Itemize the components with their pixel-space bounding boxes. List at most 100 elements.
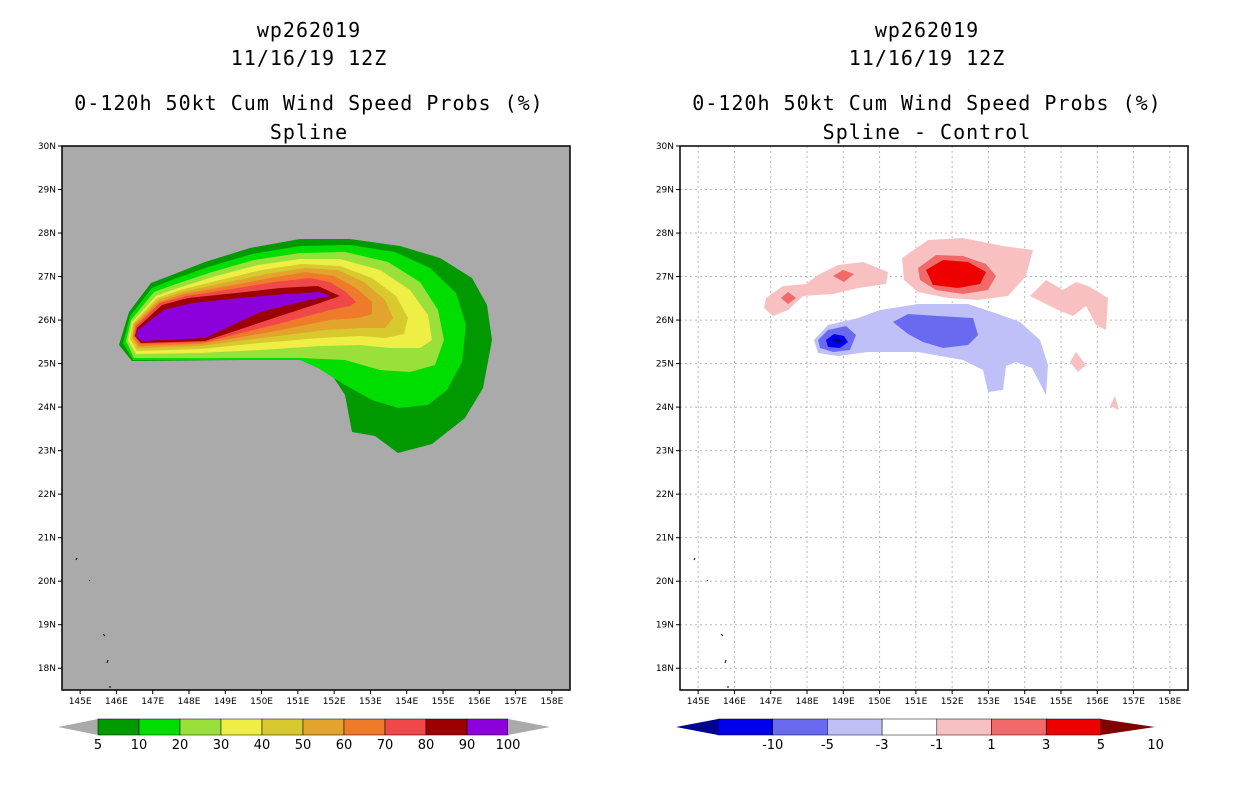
colorbar-label: 3 — [1042, 738, 1050, 753]
difference-contours — [764, 238, 1119, 410]
lat-label: 26N — [38, 316, 56, 326]
probability-contours — [119, 239, 492, 453]
island-outline — [693, 557, 729, 688]
lat-label: 28N — [38, 229, 56, 239]
left-storm-id: wp262019 — [256, 18, 362, 42]
colorbar-label: 5 — [1097, 738, 1105, 753]
colorbar-label: 80 — [418, 738, 435, 753]
lon-label: 145E — [69, 697, 92, 707]
lon-label: 155E — [1050, 697, 1073, 707]
lat-label: 19N — [38, 621, 56, 631]
lon-label: 152E — [941, 697, 964, 707]
right-axis-labels: 30N 29N 28N 27N 26N 25N 24N 23N 22N 21N 20N 19N 18N 1… — [656, 142, 1182, 707]
lon-label: 149E — [832, 697, 855, 707]
left-map: 30N 29N 28N 27N 26N 25N 24N 23N 22N 21N 20N 19N 18N 1… — [38, 142, 571, 753]
colorbar-box — [717, 718, 773, 736]
right-colorbar: -10 -5 -3 -1 1 3 5 10 — [676, 718, 1164, 753]
left-axis-labels: 30N 29N 28N 27N 26N 25N 24N 23N 22N 21N 20N 19N 18N 1… — [38, 142, 564, 707]
lat-label: 18N — [38, 664, 56, 674]
lon-label: 148E — [178, 697, 201, 707]
lon-label: 151E — [286, 697, 309, 707]
lon-label: 153E — [359, 697, 382, 707]
lat-label: 22N — [38, 490, 56, 500]
colorbar-label: 60 — [336, 738, 353, 753]
colorbar-box — [179, 718, 222, 736]
left-product-title: 0-120h 50kt Cum Wind Speed Probs (%) — [74, 91, 544, 115]
lat-label: 27N — [656, 273, 674, 283]
colorbar-label: 20 — [172, 738, 189, 753]
map-background — [62, 146, 570, 690]
colorbar-box — [991, 718, 1047, 736]
left-colorbar: 5 10 20 30 40 50 60 70 80 90 100 — [58, 718, 550, 753]
contour-pos-1d — [1070, 352, 1086, 372]
colorbar-label: 30 — [213, 738, 230, 753]
lon-label: 146E — [723, 697, 746, 707]
colorbar-arrow-left — [58, 719, 98, 735]
colorbar-label: -10 — [762, 738, 783, 753]
lat-label: 20N — [656, 577, 674, 587]
grid-lines — [680, 145, 1188, 690]
lat-label: 29N — [38, 186, 56, 196]
map-frame — [679, 145, 1189, 691]
colorbar-label: 10 — [1147, 738, 1164, 753]
left-datetime: 11/16/19 12Z — [230, 46, 388, 70]
contour-neg-3b — [893, 314, 978, 348]
lon-label: 150E — [250, 697, 273, 707]
colorbar-box — [138, 718, 181, 736]
left-subtitle: Spline — [269, 120, 349, 144]
right-datetime: 11/16/19 12Z — [848, 46, 1006, 70]
colorbar-label: 90 — [459, 738, 476, 753]
right-subtitle: Spline - Control — [822, 120, 1032, 144]
colorbar-label: 70 — [377, 738, 394, 753]
colorbar-box — [466, 718, 509, 736]
left-map-panel: wp262019 11/16/19 12Z 0-120h 50kt Cum Wi… — [38, 18, 571, 753]
lat-label: 28N — [656, 229, 674, 239]
colorbar-box — [220, 718, 263, 736]
map-background — [680, 146, 1188, 690]
right-storm-id: wp262019 — [874, 18, 980, 42]
contour-neg-1 — [814, 304, 1048, 395]
contour-neg-10 — [832, 338, 842, 344]
lat-label: 25N — [656, 360, 674, 370]
colorbar-label: -1 — [930, 738, 943, 753]
colorbar-label: 50 — [295, 738, 312, 753]
lon-label: 149E — [214, 697, 237, 707]
lon-label: 156E — [1086, 697, 1109, 707]
lon-label: 148E — [796, 697, 819, 707]
lat-label: 18N — [656, 664, 674, 674]
lat-label: 26N — [656, 316, 674, 326]
lat-label: 19N — [656, 621, 674, 631]
lat-label: 23N — [38, 447, 56, 457]
lat-label: 24N — [656, 403, 674, 413]
colorbar-box — [384, 718, 427, 736]
lat-label: 25N — [38, 360, 56, 370]
island-outline — [75, 557, 111, 688]
colorbar-box — [936, 718, 992, 736]
colorbar-box — [1045, 718, 1102, 736]
colorbar-label: 10 — [131, 738, 148, 753]
lat-label: 23N — [656, 447, 674, 457]
lon-label: 155E — [432, 697, 455, 707]
right-map-panel: wp262019 11/16/19 12Z 0-120h 50kt Cum Wi… — [618, 0, 1236, 800]
lon-label: 146E — [105, 697, 128, 707]
lat-label: 24N — [38, 403, 56, 413]
colorbar-arrow-left — [676, 719, 718, 735]
colorbar-box — [343, 718, 386, 736]
colorbar-box — [827, 718, 883, 736]
lon-label: 147E — [759, 697, 782, 707]
colorbar-box — [261, 718, 304, 736]
contour-pos-3b — [833, 270, 854, 282]
lat-label: 30N — [656, 142, 674, 152]
contour-90 — [136, 292, 330, 341]
lon-label: 147E — [141, 697, 164, 707]
contour-pos-5 — [926, 260, 986, 288]
lon-label: 157E — [1122, 697, 1145, 707]
colorbar-arrow-right — [508, 719, 550, 735]
lat-label: 20N — [38, 577, 56, 587]
contour-pos-1 — [764, 262, 888, 316]
lat-label: 29N — [656, 186, 674, 196]
colorbar-label: 100 — [496, 738, 521, 753]
colorbar-label: -3 — [876, 738, 889, 753]
lon-label: 152E — [323, 697, 346, 707]
lon-label: 156E — [468, 697, 491, 707]
